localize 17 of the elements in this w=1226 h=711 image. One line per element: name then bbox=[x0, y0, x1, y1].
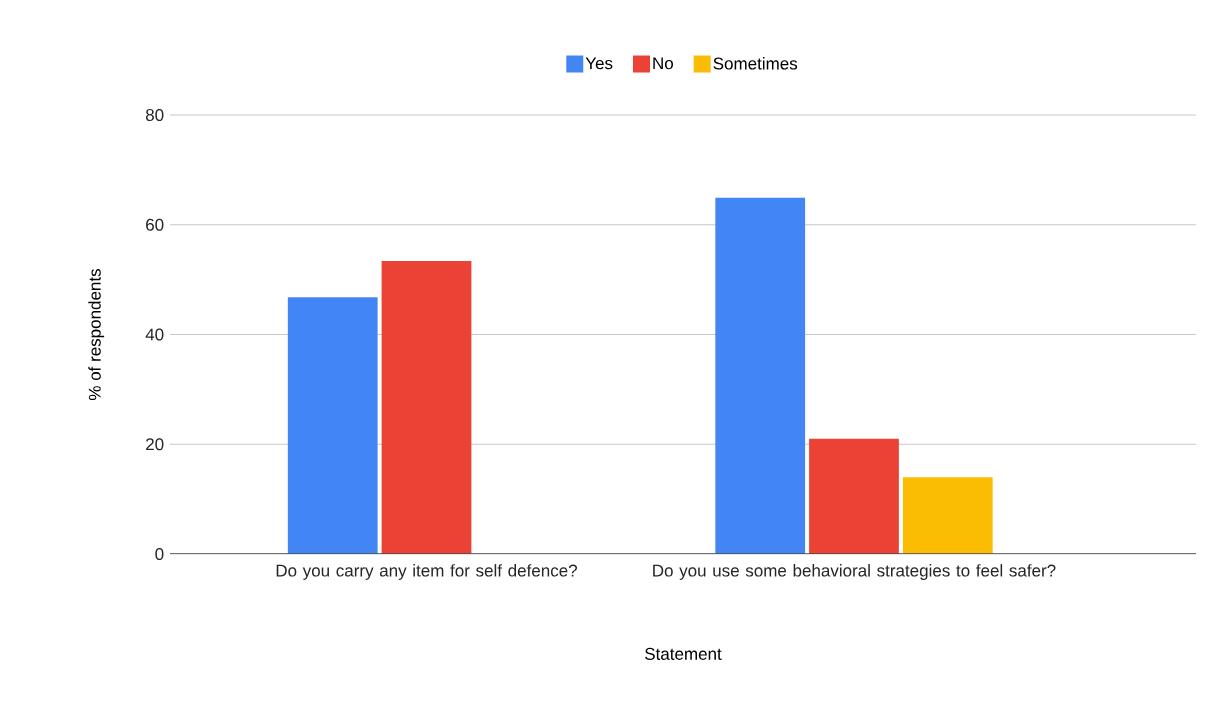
x-tick-label: Do you use some behavioral strategies to feel safer? bbox=[653, 564, 1056, 580]
x-tick-label: Do you carry any item for self defence? bbox=[276, 564, 578, 580]
y-tick-label: 60 bbox=[146, 218, 164, 231]
y-tick-label: 40 bbox=[145, 328, 164, 341]
y-tick-label: 0 bbox=[155, 547, 164, 561]
x-axis-title: Statement bbox=[645, 647, 722, 660]
legend-label: No bbox=[653, 57, 673, 70]
bar bbox=[381, 260, 472, 554]
y-tick-label: 80 bbox=[145, 108, 164, 122]
bar bbox=[809, 438, 899, 554]
bar bbox=[715, 197, 806, 554]
y-axis-title: % of respondents bbox=[88, 268, 105, 401]
legend-label: Sometimes bbox=[713, 57, 798, 70]
bar bbox=[902, 477, 993, 554]
y-tick-label: 20 bbox=[146, 438, 164, 451]
bar bbox=[287, 297, 378, 554]
legend-label: Yes bbox=[585, 57, 613, 70]
